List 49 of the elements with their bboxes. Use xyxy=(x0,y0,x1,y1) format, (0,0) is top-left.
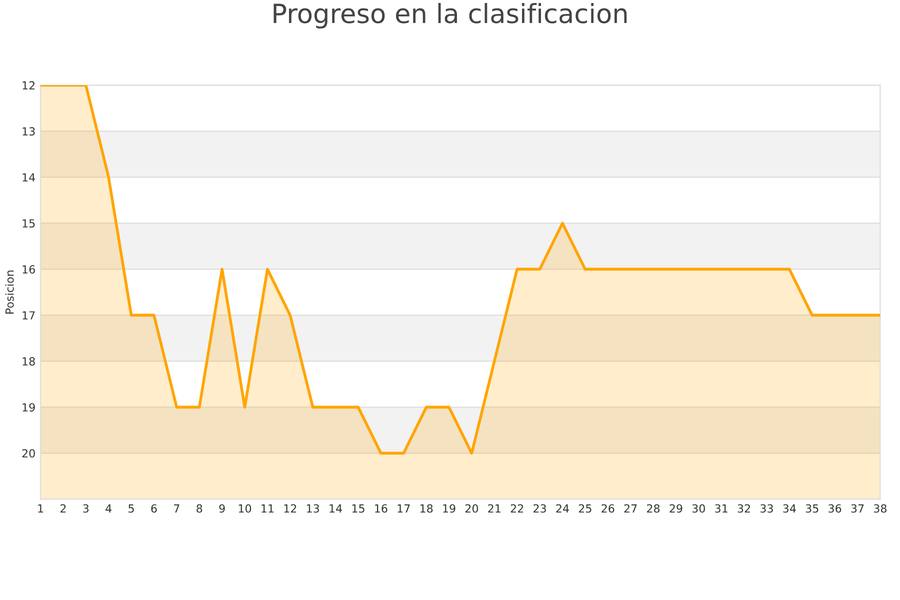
x-tick-label: 14 xyxy=(330,504,342,513)
y-tick-label: 14 xyxy=(22,173,36,182)
x-tick-label: 1 xyxy=(38,504,44,513)
x-tick-label: 37 xyxy=(851,504,864,513)
x-tick-label: 32 xyxy=(738,504,750,513)
y-axis-title: Posicion xyxy=(5,270,14,314)
x-tick-label: 11 xyxy=(262,504,274,513)
chart-title: Progreso en la clasificacion xyxy=(274,3,627,29)
x-tick-label: 38 xyxy=(874,504,887,513)
x-tick-label: 6 xyxy=(151,504,157,513)
y-tick-label: 18 xyxy=(22,357,35,366)
x-tick-label: 25 xyxy=(578,504,592,513)
x-tick-label: 20 xyxy=(465,504,478,513)
y-tick-label: 15 xyxy=(22,219,35,228)
y-tick-label: 19 xyxy=(22,403,35,412)
y-tick-label: 12 xyxy=(22,81,35,90)
x-tick-label: 13 xyxy=(306,504,320,513)
x-tick-label: 2 xyxy=(60,504,66,513)
x-tick-label: 29 xyxy=(670,504,682,513)
x-tick-label: 21 xyxy=(488,504,500,513)
x-tick-label: 16 xyxy=(375,504,388,513)
x-tick-label: 8 xyxy=(196,504,202,513)
x-tick-label: 15 xyxy=(352,504,364,513)
x-tick-label: 18 xyxy=(420,504,433,513)
y-tick-label: 16 xyxy=(22,265,35,274)
y-tick-label: 20 xyxy=(22,449,35,458)
x-tick-label: 24 xyxy=(556,504,569,513)
x-tick-label: 19 xyxy=(443,504,456,513)
y-tick-label: 17 xyxy=(22,311,35,320)
y-tick-label: 13 xyxy=(22,127,35,136)
x-tick-label: 31 xyxy=(715,504,728,513)
x-tick-label: 7 xyxy=(174,504,180,513)
x-tick-label: 17 xyxy=(398,504,410,513)
x-tick-label: 5 xyxy=(128,504,134,513)
x-tick-label: 26 xyxy=(602,504,614,513)
x-tick-label: 27 xyxy=(624,504,637,513)
x-tick-label: 28 xyxy=(647,504,660,513)
x-tick-label: 9 xyxy=(219,504,225,513)
x-tick-label: 12 xyxy=(284,504,296,513)
x-tick-label: 10 xyxy=(238,504,252,513)
x-tick-label: 4 xyxy=(106,504,112,513)
x-tick-label: 30 xyxy=(692,504,705,513)
x-tick-label: 34 xyxy=(783,504,796,513)
x-tick-label: 36 xyxy=(828,504,842,513)
x-tick-label: 33 xyxy=(760,504,773,513)
x-tick-label: 22 xyxy=(510,504,524,513)
x-tick-label: 35 xyxy=(806,504,818,513)
x-tick-label: 23 xyxy=(534,504,546,513)
x-tick-label: 3 xyxy=(83,504,89,513)
